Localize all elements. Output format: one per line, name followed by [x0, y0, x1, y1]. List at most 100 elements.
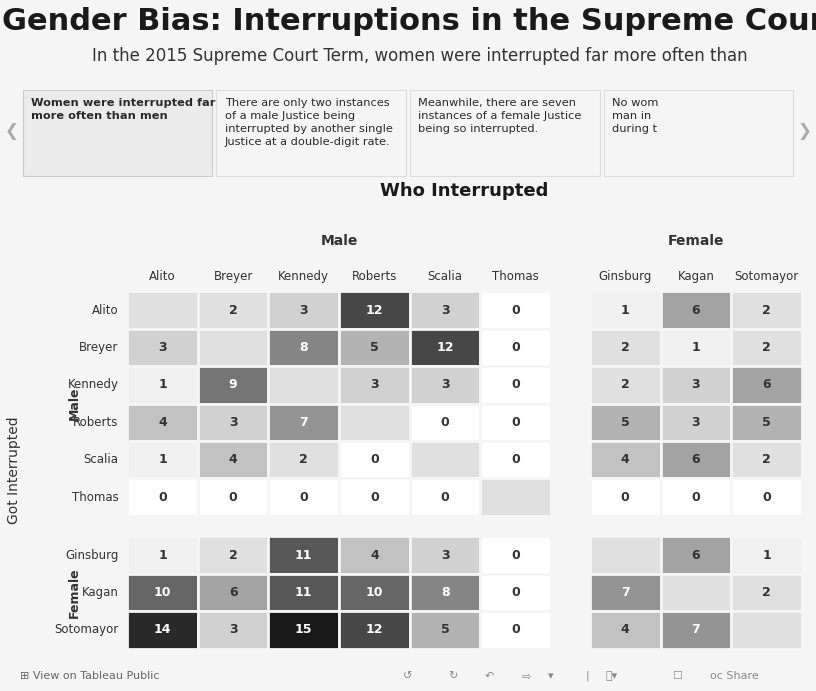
Bar: [604, 90, 793, 176]
Text: 2: 2: [762, 303, 771, 316]
Bar: [339, 329, 410, 366]
Text: ❮: ❮: [4, 122, 19, 140]
Text: 0: 0: [691, 491, 700, 504]
Bar: [661, 536, 731, 574]
Text: 6: 6: [692, 303, 700, 316]
Text: 6: 6: [228, 586, 237, 599]
Text: Meanwhile, there are seven
instances of a female Justice
being so interrupted.: Meanwhile, there are seven instances of …: [418, 97, 582, 134]
Bar: [410, 404, 481, 441]
Text: 15: 15: [295, 623, 313, 636]
Text: 3: 3: [441, 303, 450, 316]
Text: 4: 4: [158, 416, 166, 429]
Text: ↶: ↶: [485, 671, 494, 681]
Text: ↺: ↺: [403, 671, 413, 681]
Bar: [127, 441, 197, 478]
Bar: [268, 612, 339, 649]
Text: Kagan: Kagan: [82, 586, 118, 599]
Text: Who Interrupted: Who Interrupted: [380, 182, 548, 200]
Bar: [197, 574, 268, 612]
Text: 0: 0: [512, 453, 520, 466]
Text: 7: 7: [691, 623, 700, 636]
Text: 3: 3: [441, 379, 450, 391]
Text: 10: 10: [366, 586, 384, 599]
Bar: [661, 366, 731, 404]
Text: 3: 3: [692, 379, 700, 391]
Text: 2: 2: [762, 586, 771, 599]
Text: Kennedy: Kennedy: [278, 270, 330, 283]
Text: 5: 5: [762, 416, 771, 429]
Text: 3: 3: [370, 379, 379, 391]
Bar: [339, 366, 410, 404]
Bar: [197, 441, 268, 478]
Bar: [23, 90, 212, 176]
Text: 1: 1: [158, 549, 166, 562]
Text: 0: 0: [621, 491, 630, 504]
Text: Male: Male: [321, 234, 357, 248]
Text: 0: 0: [228, 491, 237, 504]
Text: 4: 4: [370, 549, 379, 562]
Bar: [590, 404, 661, 441]
Bar: [410, 478, 481, 516]
Bar: [590, 329, 661, 366]
Text: 0: 0: [441, 416, 450, 429]
Bar: [197, 404, 268, 441]
Text: Female: Female: [667, 234, 724, 248]
Text: |: |: [586, 671, 589, 681]
Bar: [590, 478, 661, 516]
Text: 0: 0: [512, 586, 520, 599]
Text: Male: Male: [68, 387, 81, 420]
Text: ⇨: ⇨: [521, 671, 531, 681]
Bar: [410, 90, 600, 176]
Bar: [339, 478, 410, 516]
Text: 6: 6: [692, 549, 700, 562]
Text: 10: 10: [153, 586, 171, 599]
Bar: [268, 292, 339, 329]
Bar: [731, 441, 802, 478]
Bar: [410, 329, 481, 366]
Bar: [197, 612, 268, 649]
Bar: [481, 366, 551, 404]
Text: 0: 0: [512, 416, 520, 429]
Text: 2: 2: [762, 453, 771, 466]
Text: 0: 0: [512, 549, 520, 562]
Bar: [197, 478, 268, 516]
Bar: [481, 404, 551, 441]
Bar: [590, 612, 661, 649]
Text: 3: 3: [441, 549, 450, 562]
Bar: [481, 478, 551, 516]
Bar: [590, 292, 661, 329]
Bar: [339, 292, 410, 329]
Text: 4: 4: [228, 453, 237, 466]
Bar: [410, 536, 481, 574]
Text: 0: 0: [299, 491, 308, 504]
Bar: [127, 329, 197, 366]
Text: 3: 3: [158, 341, 166, 354]
Bar: [339, 574, 410, 612]
Text: ❯: ❯: [797, 122, 812, 140]
Text: 5: 5: [441, 623, 450, 636]
Text: 6: 6: [762, 379, 771, 391]
Bar: [268, 366, 339, 404]
Text: 12: 12: [366, 303, 384, 316]
Bar: [410, 366, 481, 404]
Bar: [197, 329, 268, 366]
Bar: [127, 366, 197, 404]
Bar: [481, 441, 551, 478]
Text: oc Share: oc Share: [710, 671, 759, 681]
Bar: [590, 574, 661, 612]
Bar: [268, 329, 339, 366]
Bar: [481, 292, 551, 329]
Text: 3: 3: [228, 623, 237, 636]
Bar: [590, 441, 661, 478]
Text: Thomas: Thomas: [72, 491, 118, 504]
Bar: [197, 366, 268, 404]
Text: 0: 0: [512, 623, 520, 636]
Text: 5: 5: [621, 416, 630, 429]
Text: 7: 7: [299, 416, 308, 429]
Text: Alito: Alito: [149, 270, 175, 283]
Bar: [127, 612, 197, 649]
Text: ⊞ View on Tableau Public: ⊞ View on Tableau Public: [20, 671, 160, 681]
Text: ↻: ↻: [448, 671, 458, 681]
Text: 12: 12: [366, 623, 384, 636]
Text: 12: 12: [437, 341, 454, 354]
